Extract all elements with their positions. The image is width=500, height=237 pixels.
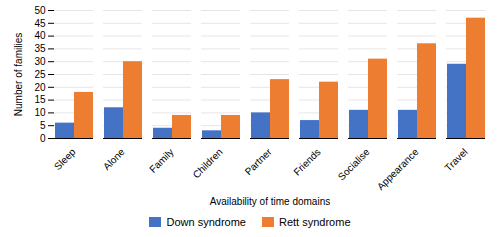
svg-text:10: 10: [34, 107, 46, 118]
svg-text:Appearance: Appearance: [375, 146, 421, 192]
svg-text:50: 50: [34, 5, 46, 16]
html-text:Down syndrome: Down syndrome: [166, 216, 246, 228]
svg-text:Socialise: Socialise: [336, 146, 372, 182]
svg-text:40: 40: [34, 30, 46, 41]
svg-text:Availability of time domains: Availability of time domains: [210, 196, 330, 207]
svg-text:35: 35: [34, 43, 46, 54]
svg-text:30: 30: [34, 56, 46, 67]
svg-text:Friends: Friends: [291, 146, 322, 177]
svg-text:0: 0: [40, 133, 46, 144]
svg-text:45: 45: [34, 18, 46, 29]
svg-text:Travel: Travel: [443, 146, 470, 173]
svg-text:25: 25: [34, 69, 46, 80]
svg-text:Number of families: Number of families: [13, 33, 24, 116]
svg-text:Partner: Partner: [243, 146, 274, 177]
svg-text:15: 15: [34, 94, 46, 105]
svg-text:5: 5: [40, 120, 46, 131]
svg-text:Children: Children: [191, 146, 225, 180]
svg-text:Family: Family: [147, 146, 176, 175]
svg-text:Sleep: Sleep: [52, 146, 78, 172]
svg-text:20: 20: [34, 82, 46, 93]
svg-text:Alone: Alone: [101, 146, 127, 172]
html-text:Rett syndrome: Rett syndrome: [279, 216, 351, 228]
